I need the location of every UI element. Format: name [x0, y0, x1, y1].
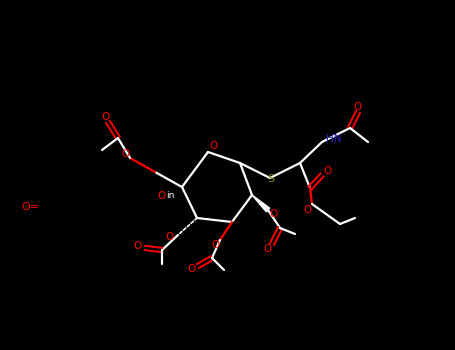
Text: O: O	[304, 205, 312, 215]
Text: O: O	[188, 264, 196, 274]
Text: O: O	[121, 149, 129, 159]
Text: O: O	[264, 244, 272, 254]
Text: O: O	[158, 191, 166, 201]
Text: O: O	[166, 232, 174, 242]
Polygon shape	[252, 195, 270, 212]
Text: O: O	[134, 241, 142, 251]
Text: O: O	[211, 240, 219, 250]
Text: in: in	[166, 191, 174, 201]
Text: O: O	[270, 209, 278, 219]
Text: S: S	[268, 174, 274, 184]
Text: O: O	[323, 166, 331, 176]
Text: O: O	[210, 141, 218, 151]
Text: O=: O=	[21, 202, 39, 212]
Text: O: O	[354, 102, 362, 112]
Text: HN: HN	[326, 134, 342, 144]
Text: O: O	[102, 112, 110, 122]
